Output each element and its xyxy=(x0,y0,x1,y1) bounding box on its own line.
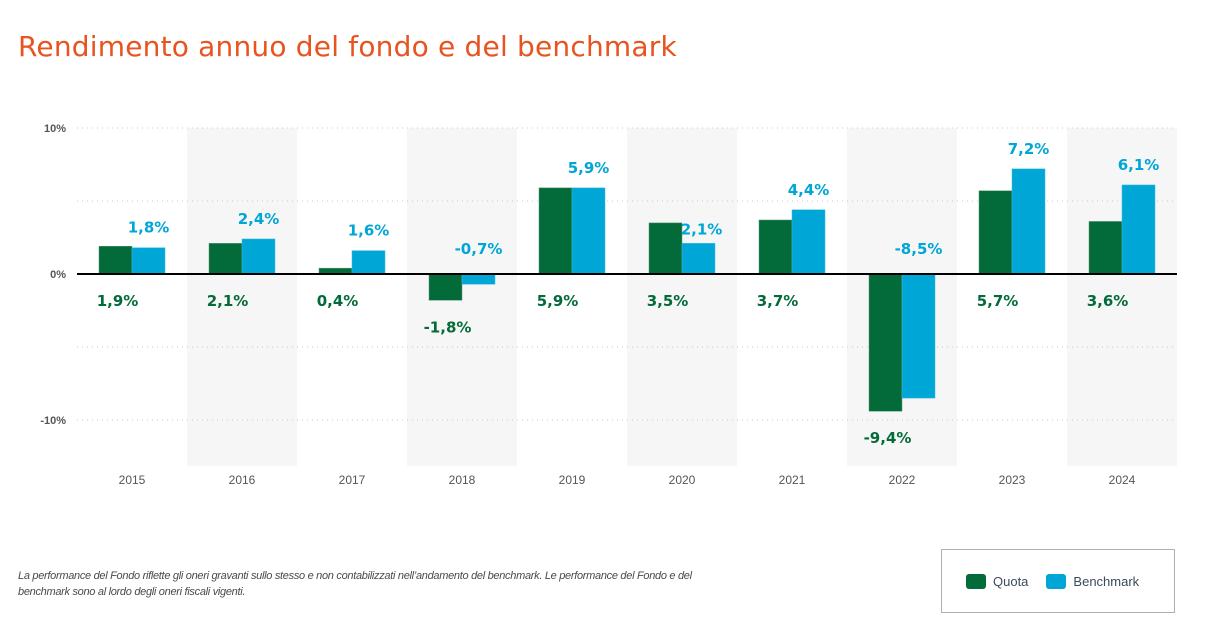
bar-benchmark-2024 xyxy=(1121,184,1156,275)
data-label-quota-2015: 1,9% xyxy=(97,292,139,310)
data-label-benchmark-2020: 2,1% xyxy=(681,220,723,238)
x-tick-label-2023: 2023 xyxy=(999,473,1026,487)
data-label-quota-2024: 3,6% xyxy=(1087,292,1129,310)
bar-quota-2024 xyxy=(1088,221,1123,275)
bar-benchmark-2021 xyxy=(791,209,826,275)
x-tick-label-2021: 2021 xyxy=(779,473,806,487)
bar-benchmark-2022 xyxy=(901,273,936,399)
legend-item-quota: Quota xyxy=(966,573,1029,589)
data-label-benchmark-2024: 6,1% xyxy=(1118,156,1160,174)
data-label-quota-2018: -1,8% xyxy=(424,318,472,336)
footnote: La performance del Fondo riflette gli on… xyxy=(18,570,692,598)
band-2016 xyxy=(187,128,297,466)
data-label-quota-2019: 5,9% xyxy=(537,292,579,310)
x-tick-label-2015: 2015 xyxy=(119,473,146,487)
bar-quota-2021 xyxy=(758,219,793,275)
x-axis-ticks: 2015 2016 2017 2018 2019 2020 2021 2022 2023 2024 xyxy=(119,473,1136,487)
y-tick-label: 0% xyxy=(50,269,66,281)
data-label-quota-2017: 0,4% xyxy=(317,292,359,310)
data-label-quota-2021: 3,7% xyxy=(757,292,799,310)
data-label-benchmark-2017: 1,6% xyxy=(348,222,390,240)
bar-benchmark-2023 xyxy=(1011,168,1046,275)
data-label-quota-2020: 3,5% xyxy=(647,292,689,310)
bar-benchmark-2018 xyxy=(461,273,496,285)
x-tick-label-2020: 2020 xyxy=(669,473,696,487)
bar-quota-2022 xyxy=(868,273,903,412)
data-labels: 1,9% 1,8% 2,1% 2,4% 0,4% 1,6% -1,8% -0,7% 5,9% 5,… xyxy=(97,140,1160,447)
bar-benchmark-2015 xyxy=(131,247,166,275)
data-label-benchmark-2023: 7,2% xyxy=(1008,140,1050,158)
data-label-benchmark-2022: -8,5% xyxy=(895,240,943,258)
x-tick-label-2022: 2022 xyxy=(889,473,916,487)
bar-quota-2023 xyxy=(978,190,1013,275)
bar-quota-2016 xyxy=(208,243,243,275)
legend-label-quota: Quota xyxy=(993,573,1029,589)
band-2024 xyxy=(1067,128,1177,466)
legend-swatch-quota xyxy=(966,573,986,589)
bar-quota-2018 xyxy=(428,273,463,301)
chart-title: Rendimento annuo del fondo e del benchma… xyxy=(18,30,677,63)
data-label-benchmark-2021: 4,4% xyxy=(788,181,830,199)
x-tick-label-2019: 2019 xyxy=(559,473,586,487)
y-tick-label: 10% xyxy=(44,123,66,135)
bar-benchmark-2016 xyxy=(241,238,276,275)
legend-item-benchmark: Benchmark xyxy=(1046,573,1140,589)
bar-quota-2015 xyxy=(98,246,133,275)
y-axis-ticks: 10% 0% -10% xyxy=(40,123,66,427)
data-label-benchmark-2016: 2,4% xyxy=(238,210,280,228)
data-label-quota-2023: 5,7% xyxy=(977,292,1019,310)
data-label-benchmark-2015: 1,8% xyxy=(128,219,170,237)
gridlines xyxy=(77,127,1177,421)
legend-label-benchmark: Benchmark xyxy=(1073,573,1140,589)
bar-quota-2020 xyxy=(648,222,683,275)
bars xyxy=(98,168,1156,412)
bar-quota-2019 xyxy=(538,187,573,275)
y-tick-label: -10% xyxy=(40,415,66,427)
bar-benchmark-2020 xyxy=(681,243,716,275)
x-tick-label-2016: 2016 xyxy=(229,473,256,487)
bar-benchmark-2017 xyxy=(351,250,386,275)
bar-chart: 10% 0% -10% 1,9% 1,8% 2,1% 2,4% 0,4% 1,6% -1,8% -… xyxy=(40,123,1177,487)
legend: Quota Benchmark xyxy=(941,549,1175,613)
x-tick-label-2018: 2018 xyxy=(449,473,476,487)
data-label-benchmark-2018: -0,7% xyxy=(455,240,503,258)
data-label-quota-2016: 2,1% xyxy=(207,292,249,310)
x-tick-label-2024: 2024 xyxy=(1109,473,1136,487)
x-tick-label-2017: 2017 xyxy=(339,473,366,487)
legend-swatch-benchmark xyxy=(1046,573,1067,589)
bar-benchmark-2019 xyxy=(571,187,606,275)
band-2020 xyxy=(627,128,737,466)
data-label-quota-2022: -9,4% xyxy=(864,429,912,447)
data-label-benchmark-2019: 5,9% xyxy=(568,159,610,177)
